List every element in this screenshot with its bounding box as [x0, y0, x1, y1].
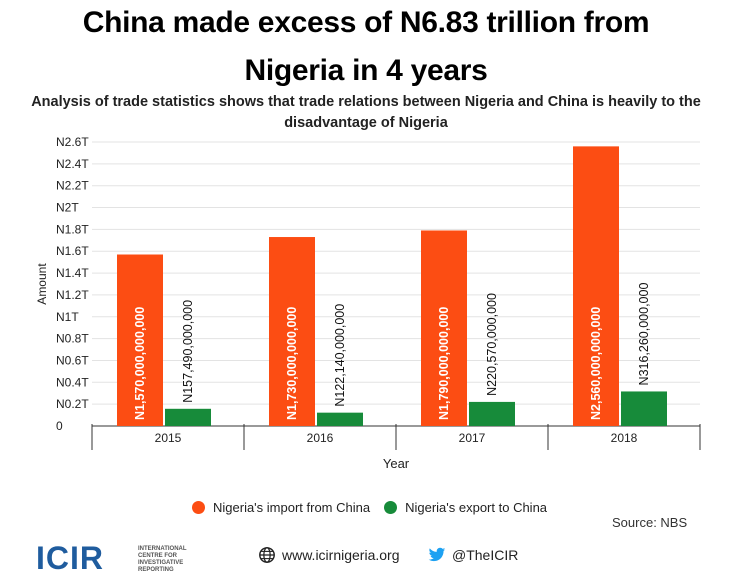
data-label-import: N1,790,000,000,000 [437, 307, 451, 420]
website-link[interactable]: www.icirnigeria.org [258, 546, 399, 564]
y-tick-label: N1.4T [56, 266, 89, 280]
data-label-export: N122,140,000,000 [333, 304, 347, 407]
y-tick-label: N1.2T [56, 288, 89, 302]
data-label-export: N316,260,000,000 [637, 283, 651, 386]
legend-item-export: Nigeria's export to China [384, 500, 547, 515]
legend-item-import: Nigeria's import from China [192, 500, 370, 515]
footer: ICIR INTERNATIONAL CENTRE FOR INVESTIGAT… [0, 540, 732, 579]
data-label-import: N2,560,000,000,000 [589, 307, 603, 420]
twitter-handle: @TheICIR [452, 547, 519, 563]
y-tick-label: 0 [56, 419, 63, 433]
data-label-export: N157,490,000,000 [181, 300, 195, 403]
y-tick-label: N0.6T [56, 353, 89, 367]
x-tick-label: 2016 [307, 431, 334, 445]
y-tick-label: N2.2T [56, 179, 89, 193]
x-tick-label: 2017 [459, 431, 486, 445]
twitter-link[interactable]: @TheICIR [428, 546, 518, 564]
y-tick-label: N0.8T [56, 332, 89, 346]
bar-export [621, 391, 667, 426]
legend-label-import: Nigeria's import from China [213, 500, 371, 515]
legend-swatch-export [384, 501, 398, 514]
data-label-import: N1,570,000,000,000 [133, 307, 147, 420]
icir-logo-subtitle: INTERNATIONAL CENTRE FOR INVESTIGATIVE R… [138, 546, 187, 573]
y-tick-label: N2.4T [56, 157, 89, 171]
y-tick-label: N1.8T [56, 222, 89, 236]
bar-import [421, 230, 467, 426]
bar-chart: 0 N0.2T N0.4T N0.6T N0.8T N1T N1.2T N1.4T N1.6T N… [35, 135, 701, 471]
y-tick-label: N1T [56, 310, 79, 324]
y-tick-label: N0.4T [56, 375, 89, 389]
data-label-export: N220,570,000,000 [485, 293, 499, 396]
y-tick-label: N2.6T [56, 135, 89, 149]
website-text: www.icirnigeria.org [282, 547, 400, 563]
x-tick-label: 2018 [611, 431, 638, 445]
y-tick-label: N0.2T [56, 397, 89, 411]
chart-legend: Nigeria's import from China Nigeria's ex… [192, 500, 561, 515]
source-note: Source: NBS [612, 515, 688, 530]
y-axis-label: Amount [35, 263, 49, 305]
legend-swatch-import [192, 501, 205, 514]
y-tick-label: N1.6T [56, 244, 89, 258]
twitter-bird-icon [428, 547, 446, 562]
bar-export [165, 408, 211, 426]
x-tick-label: 2015 [155, 431, 182, 445]
bar-export [469, 401, 515, 426]
chart-subtitle: Analysis of trade statistics shows that … [31, 94, 701, 131]
data-label-import: N1,730,000,000,000 [285, 307, 299, 420]
icir-logo: ICIR [36, 540, 104, 576]
chart-title-line1: China made excess of N6.83 trillion from [82, 6, 650, 39]
globe-icon [259, 547, 275, 563]
bar-import [573, 146, 619, 426]
legend-label-export: Nigeria's export to China [405, 500, 548, 515]
bar-import [117, 254, 163, 426]
bar-export [317, 412, 363, 426]
y-tick-label: N2T [56, 201, 79, 215]
x-axis-label: Year [383, 456, 410, 471]
bar-import [269, 237, 315, 426]
chart-title-line2: Nigeria in 4 years [244, 54, 488, 87]
